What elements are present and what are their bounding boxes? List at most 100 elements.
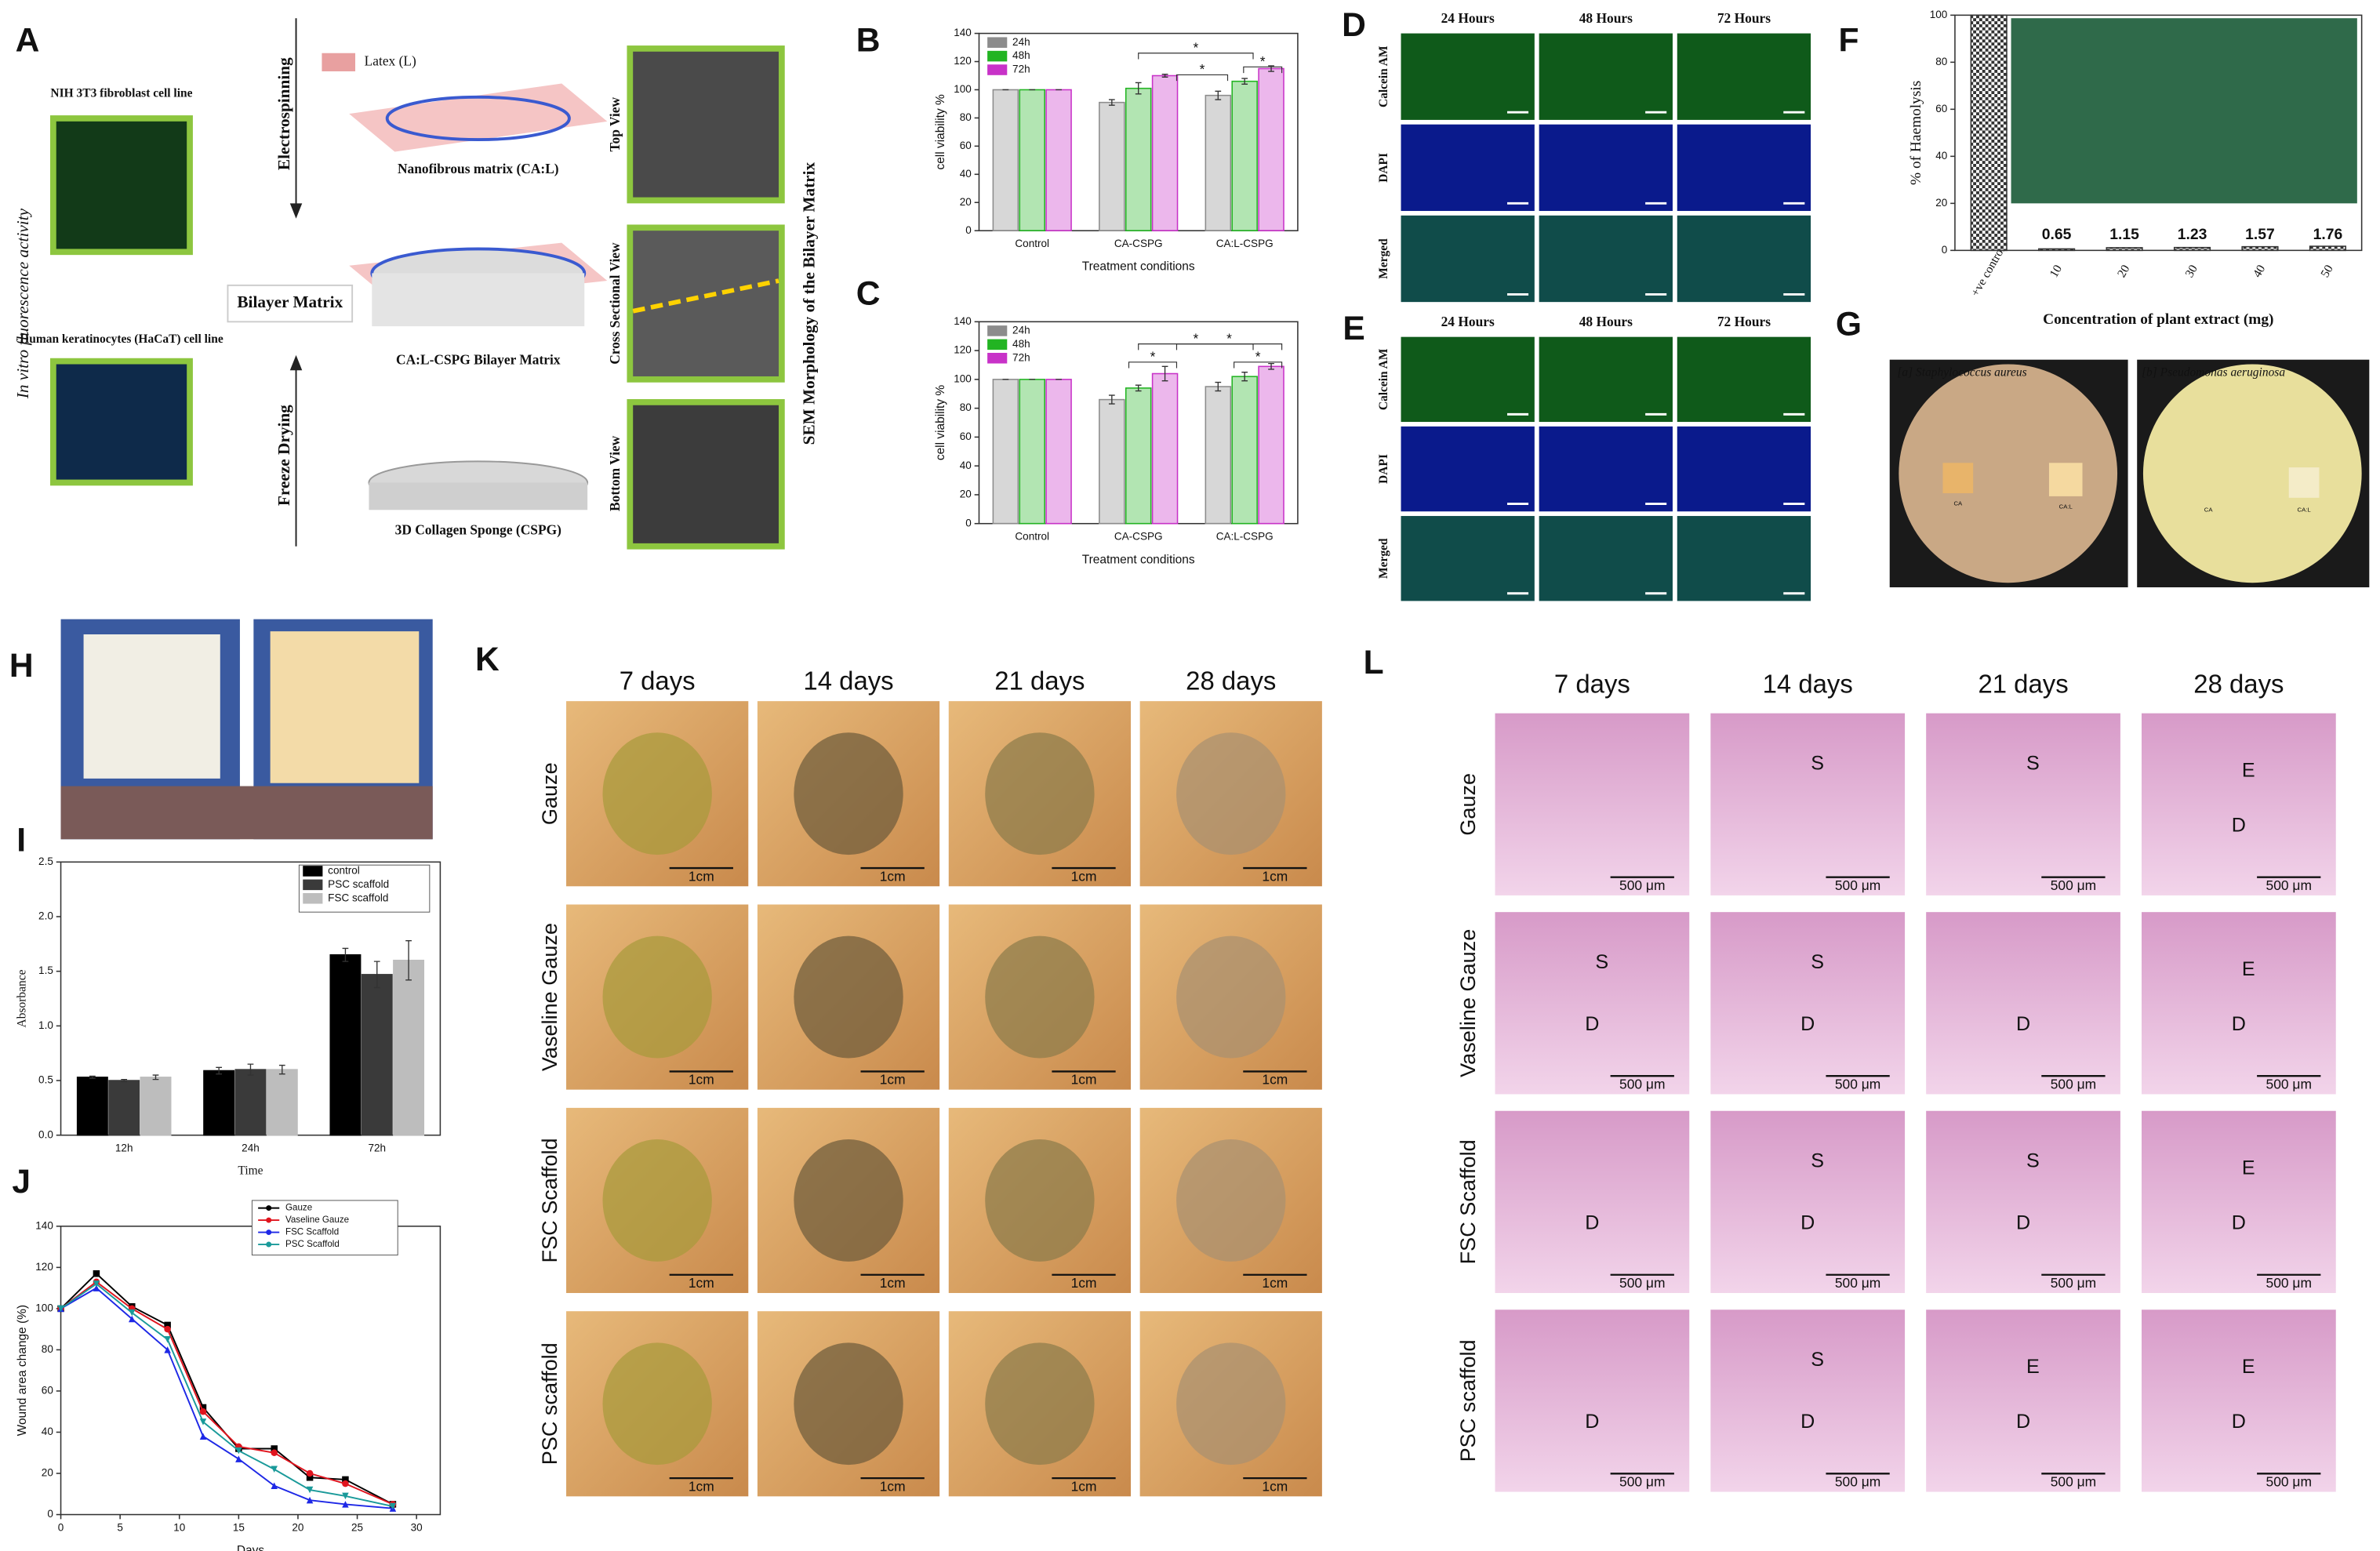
y-tick-label: 0 [47,1508,53,1520]
tissue-label: D [1585,1211,1599,1233]
wound [794,1342,903,1466]
row-label: FSC Scaffold [1455,1139,1480,1264]
y-tick-label: 40 [960,459,972,471]
y-tick-label: 20 [960,196,972,208]
y-tick-label: 80 [1935,56,1947,67]
x-tick-label: CA-CSPG [1114,238,1163,249]
scale-label: 500 μm [1835,877,1880,893]
x-tick-label: 30 [411,1522,423,1534]
row-label: FSC Scaffold [537,1138,561,1262]
panel-letter: A [16,21,40,59]
x-tick-label: 0 [58,1522,64,1534]
error-bar [1135,384,1142,392]
x-tick-label: 10 [173,1522,185,1534]
y-tick-label: 0 [965,517,972,529]
scale-label: 500 μm [1835,1076,1880,1092]
significance-bracket [1234,361,1283,369]
error-bar [1161,74,1168,78]
x-axis-label: Treatment conditions [1082,553,1195,566]
series-line [60,1280,394,1506]
scale-label: 500 μm [1835,1275,1880,1291]
y-tick-label: 100 [954,83,972,95]
legend-swatch [303,866,323,877]
column-header: 72 Hours [1717,314,1771,329]
photo [2142,912,2336,1095]
wound [1176,1139,1286,1262]
row-label: Merged [1377,238,1390,279]
y-tick-label: 20 [1935,197,1947,209]
value-label: 1.15 [2109,226,2139,243]
micrograph [1539,33,1673,120]
sample-label: CA [2204,506,2214,513]
bar [2241,245,2279,252]
plot-frame [1954,14,2363,252]
significance-bracket [1128,361,1178,369]
photo [1926,713,2120,895]
bar [2173,246,2211,252]
process-label: Freeze Drying [274,405,293,506]
tissue-label: D [2016,1211,2030,1233]
scale-label: 1cm [880,1072,906,1088]
legend-swatch [987,352,1008,364]
x-axis-label: Time [238,1164,263,1178]
tissue-label: D [2232,1211,2246,1233]
cell-line-label: Human keratinocytes (HaCaT) cell line [20,332,223,346]
bar [1231,376,1258,525]
layer-label: CA:L-CSPG Bilayer Matrix [396,352,561,368]
micrograph [1401,215,1535,303]
column-header: 24 Hours [1441,10,1495,26]
tissue-label: D [1585,1411,1599,1433]
micrograph [1539,124,1673,212]
scale-label: 500 μm [1619,877,1665,893]
bar [1125,387,1152,525]
scale-label: 500 μm [2266,1076,2312,1092]
bar [992,379,1019,525]
photo [2142,1110,2336,1293]
row-label: Vaseline Gauze [1455,929,1480,1077]
row-label: Vaseline Gauze [537,923,561,1071]
photo [1926,1309,2120,1492]
bar [1019,379,1045,525]
marker [93,1280,100,1288]
bilayer-label: Bilayer Matrix [237,292,343,311]
scale-label: 500 μm [2051,1076,2096,1092]
wound [985,1139,1095,1262]
y-axis-label: cell viability % [934,94,947,170]
error-bar [121,1078,128,1083]
view-label: Bottom View [607,435,623,511]
scale-label: 1cm [1262,1478,1288,1494]
error-bar [1241,371,1248,382]
row-label: DAPI [1377,454,1390,484]
micrograph [1401,516,1535,601]
legend-swatch [987,325,1008,336]
column-header: 14 days [1763,669,1853,698]
bar [2038,248,2076,252]
micrograph [1677,33,1811,120]
tube-photo [2011,18,2357,204]
row-label: PSC scaffold [537,1342,561,1465]
legend-swatch [987,64,1008,75]
scale-label: 500 μm [1619,1473,1665,1489]
error-bar [373,961,380,989]
marker [199,1408,207,1415]
bar [1258,67,1284,231]
legend-swatch [987,37,1008,48]
photo [2142,1309,2336,1492]
bar [140,1077,172,1136]
series-line [60,1272,394,1506]
view-label: Cross Sectional View [607,242,623,365]
column-header: 28 days [2193,669,2284,698]
marker [57,1305,64,1313]
tissue-label: S [2026,752,2040,774]
view-label: Top View [607,97,623,152]
marker [271,1449,278,1457]
micrograph-grids [1401,33,1811,601]
bar [234,1069,267,1136]
significance-bracket [1175,74,1229,82]
marker [342,1480,349,1487]
bar [393,959,425,1136]
scale-label: 1cm [1071,1275,1097,1291]
x-tick-label: 50 [2318,263,2336,280]
error-bar [405,939,412,981]
